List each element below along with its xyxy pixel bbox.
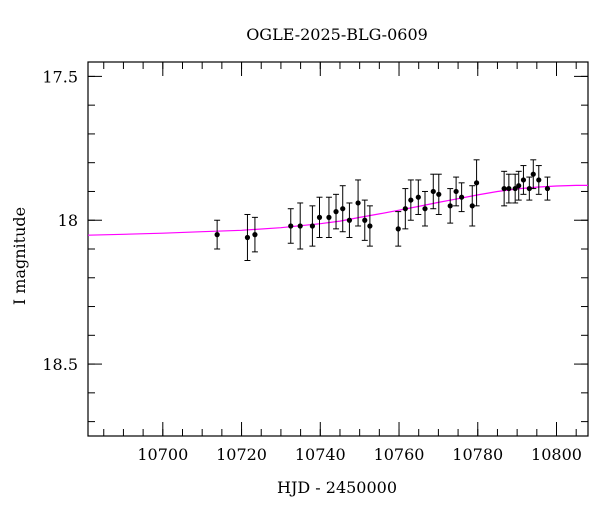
data-point [469,203,475,209]
x-tick-label: 10700 [137,445,188,464]
data-point [501,185,507,192]
data-point [512,185,518,192]
y-tick-label: 17.5 [42,67,78,86]
data-point [309,223,316,229]
data-point [244,234,251,241]
data-point [288,223,294,229]
data-point [453,188,459,195]
data-point [340,206,346,212]
x-tick-label: 10780 [452,445,503,464]
data-point [402,206,408,212]
data-point [530,171,536,177]
x-tick-label: 10740 [295,445,346,464]
data-point [326,214,332,220]
data-point [430,188,436,195]
data-point [252,232,258,238]
data-point [459,194,465,200]
plot-frame [87,61,589,437]
data-point [297,223,303,229]
data-point [362,217,368,223]
data-point [316,214,323,220]
data-point [422,206,428,212]
x-tick-label: 10800 [531,445,582,464]
data-point [367,223,373,229]
x-tick-label: 10760 [374,445,425,464]
data-point [436,191,442,197]
y-axis-label: I magnitude [10,207,29,305]
y-tick-label: 18 [58,211,78,230]
data-point [520,177,527,183]
data-point [536,177,542,183]
data-point [214,232,220,238]
chart-marks: 10700 10720 10740 10760 10780 10800 17.5 18 18.5 [42,61,589,464]
data-point [516,183,522,189]
data-point [355,200,361,206]
data-point [395,226,401,232]
data-point [408,197,414,203]
data-point [447,203,453,209]
x-axis-label: HJD - 2450000 [277,478,397,497]
data-point [333,209,339,215]
data-point [346,217,353,223]
data-point [473,180,480,186]
chart-title: OGLE-2025-BLG-0609 [246,25,428,44]
data-point [415,194,421,200]
data-point [506,185,512,192]
x-tick-label: 10720 [216,445,267,464]
data-point [544,185,551,192]
data-point [526,185,532,192]
y-tick-label: 18.5 [42,355,78,374]
